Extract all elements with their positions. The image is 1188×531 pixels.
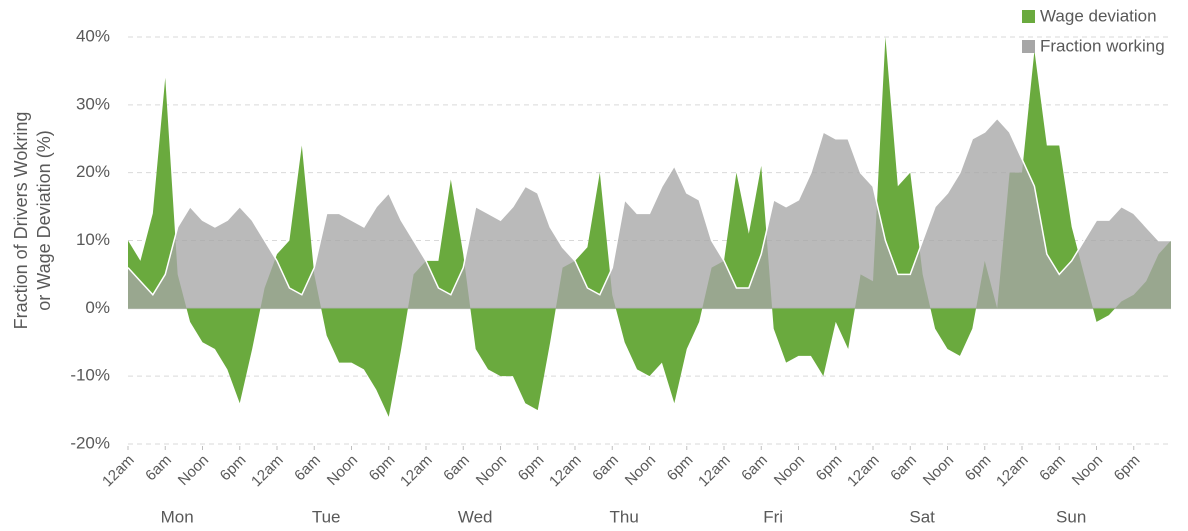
x-tick-label: Noon — [622, 452, 659, 489]
day-label: Fri — [763, 507, 783, 526]
x-tick-label: Noon — [473, 452, 510, 489]
y-tick-label: 30% — [76, 94, 110, 113]
x-tick-label: 6am — [1036, 452, 1069, 485]
x-tick-label: 6pm — [962, 452, 995, 485]
day-label: Sun — [1056, 507, 1086, 526]
x-tick-label: 6am — [142, 452, 175, 485]
x-tick-label: 12am — [248, 452, 287, 491]
x-tick-label: 6am — [291, 452, 324, 485]
day-label: Thu — [610, 507, 639, 526]
day-label: Wed — [458, 507, 493, 526]
x-tick-label: 6am — [440, 452, 473, 485]
x-tick-label: 6pm — [1111, 452, 1144, 485]
y-axis-label: Fraction of Drivers Wokring — [11, 112, 31, 330]
x-tick-label: 6pm — [366, 452, 399, 485]
x-tick-label: Noon — [175, 452, 212, 489]
day-label: Mon — [161, 507, 194, 526]
y-tick-label: 0% — [85, 298, 110, 317]
legend-label: Wage deviation — [1040, 6, 1157, 25]
x-tick-label: Noon — [324, 452, 361, 489]
x-tick-label: 6pm — [217, 452, 250, 485]
area-edge-line — [127, 117, 1171, 297]
y-tick-label: 10% — [76, 230, 110, 249]
x-tick-label: Noon — [920, 452, 957, 489]
x-tick-label: 6am — [738, 452, 771, 485]
area — [128, 37, 1171, 417]
x-tick-label: 12am — [695, 452, 734, 491]
y-tick-label: -10% — [70, 366, 110, 385]
x-tick-label: 6pm — [813, 452, 846, 485]
x-tick-label: 6pm — [515, 452, 548, 485]
day-label: Tue — [312, 507, 341, 526]
x-tick-label: 12am — [844, 452, 883, 491]
x-tick-label: Noon — [1069, 452, 1106, 489]
x-tick-label: 12am — [99, 452, 138, 491]
x-tick-label: 6am — [589, 452, 622, 485]
x-tick-label: 6am — [887, 452, 920, 485]
y-axis-label: or Wage Deviation (%) — [34, 130, 54, 310]
x-tick-label: 12am — [397, 452, 436, 491]
x-tick-label: 12am — [546, 452, 585, 491]
y-tick-label: 40% — [76, 26, 110, 45]
legend-label: Fraction working — [1040, 36, 1165, 55]
day-label: Sat — [909, 507, 935, 526]
x-tick-label: Noon — [771, 452, 808, 489]
y-tick-label: -20% — [70, 433, 110, 452]
legend-swatch — [1022, 40, 1035, 53]
x-tick-label: 12am — [993, 452, 1032, 491]
y-tick-label: 20% — [76, 162, 110, 181]
legend-swatch — [1022, 10, 1035, 23]
x-tick-label: 6pm — [664, 452, 697, 485]
